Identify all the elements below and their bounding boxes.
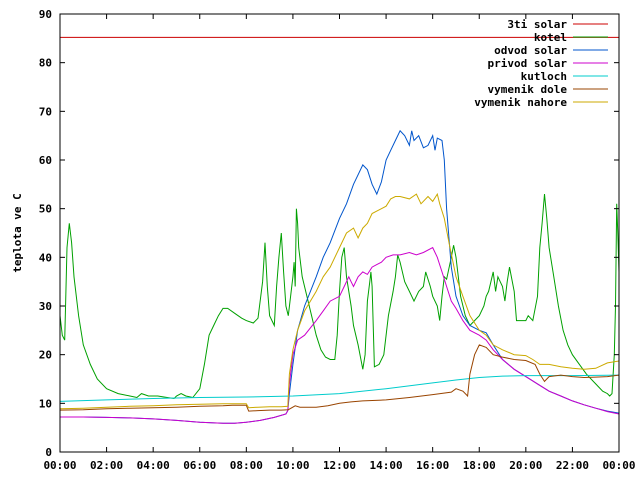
- y-tick-label-4: 40: [39, 251, 52, 264]
- x-tick-label-6: 12:00: [323, 459, 356, 472]
- legend-label-3: privod solar: [488, 57, 568, 70]
- series-line-3: [60, 246, 619, 424]
- x-tick-label-8: 16:00: [416, 459, 449, 472]
- legend-label-1: kotel: [534, 31, 567, 44]
- x-tick-label-12: 00:00: [602, 459, 635, 472]
- y-axis-label: teplota ve C: [11, 193, 24, 272]
- x-tick-label-7: 14:00: [370, 459, 403, 472]
- y-tick-label-5: 50: [39, 203, 52, 216]
- legend-label-4: kutloch: [521, 70, 567, 83]
- y-tick-label-9: 90: [39, 8, 52, 21]
- series-line-5: [60, 344, 619, 412]
- legend-label-5: vymenik dole: [488, 83, 568, 96]
- y-axis: 0 10 20 30 40 50 60 70 80 90: [39, 8, 619, 459]
- x-tick-label-5: 10:00: [276, 459, 309, 472]
- x-tick-label-1: 02:00: [90, 459, 123, 472]
- y-tick-label-1: 10: [39, 397, 52, 410]
- x-tick-label-4: 08:00: [230, 459, 263, 472]
- x-tick-label-11: 22:00: [556, 459, 589, 472]
- series-layer: [60, 36, 619, 424]
- x-axis: 00:00 02:00 04:00 06:00 08:00 10:00 12:00 14:00…: [43, 14, 636, 472]
- y-tick-label-7: 70: [39, 105, 52, 118]
- y-tick-label-8: 80: [39, 57, 52, 70]
- y-tick-label-0: 0: [45, 446, 52, 459]
- x-tick-label-0: 00:00: [43, 459, 76, 472]
- x-tick-label-2: 04:00: [137, 459, 170, 472]
- legend-label-2: odvod solar: [494, 44, 567, 57]
- legend-label-6: vymenik nahore: [474, 96, 567, 109]
- series-line-4: [60, 374, 619, 402]
- x-tick-label-3: 06:00: [183, 459, 216, 472]
- y-tick-label-6: 60: [39, 154, 52, 167]
- y-tick-label-3: 30: [39, 300, 52, 313]
- series-line-1: [60, 194, 619, 400]
- x-tick-label-9: 18:00: [463, 459, 496, 472]
- legend-label-0: 3ti solar: [507, 18, 567, 31]
- series-line-6: [60, 192, 619, 410]
- x-tick-label-10: 20:00: [509, 459, 542, 472]
- series-line-2: [60, 129, 619, 424]
- y-tick-label-2: 20: [39, 349, 52, 362]
